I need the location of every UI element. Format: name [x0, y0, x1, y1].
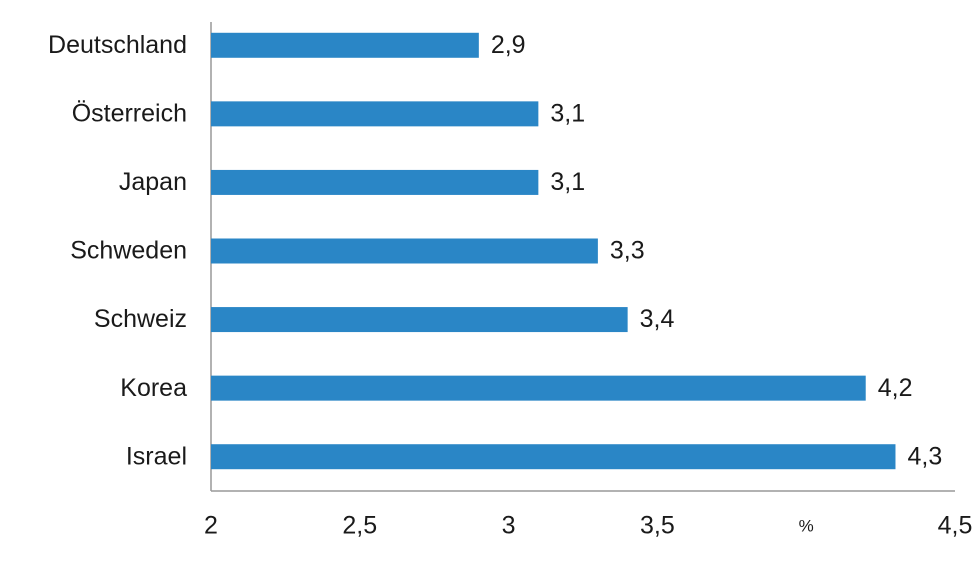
value-label: 3,3: [610, 237, 645, 265]
value-label: 3,4: [640, 305, 675, 333]
x-tick-label: 3: [502, 512, 516, 540]
y-tick-label: Korea: [120, 374, 187, 402]
y-tick-label: Schweden: [70, 237, 187, 265]
x-tick-label: 2,5: [342, 512, 377, 540]
x-tick-label: 4,5: [938, 512, 973, 540]
bar: [211, 32, 479, 58]
x-tick-label: %: [799, 516, 814, 535]
bar: [211, 238, 598, 264]
bar: [211, 307, 628, 333]
value-label: 3,1: [550, 168, 585, 196]
y-tick-label: Deutschland: [48, 31, 187, 59]
bar: [211, 101, 539, 127]
value-label: 3,1: [550, 99, 585, 127]
y-tick-label: Schweiz: [94, 305, 187, 333]
bar: [211, 375, 866, 401]
y-tick-label: Japan: [119, 168, 187, 196]
bar: [211, 169, 539, 195]
value-label: 4,3: [907, 442, 942, 470]
bar: [211, 444, 896, 470]
x-tick-label: 3,5: [640, 512, 675, 540]
x-tick-label: 2: [204, 512, 218, 540]
y-tick-label: Israel: [126, 442, 187, 470]
value-label: 2,9: [491, 31, 526, 59]
value-label: 4,2: [878, 374, 913, 402]
y-tick-label: Österreich: [72, 99, 187, 127]
